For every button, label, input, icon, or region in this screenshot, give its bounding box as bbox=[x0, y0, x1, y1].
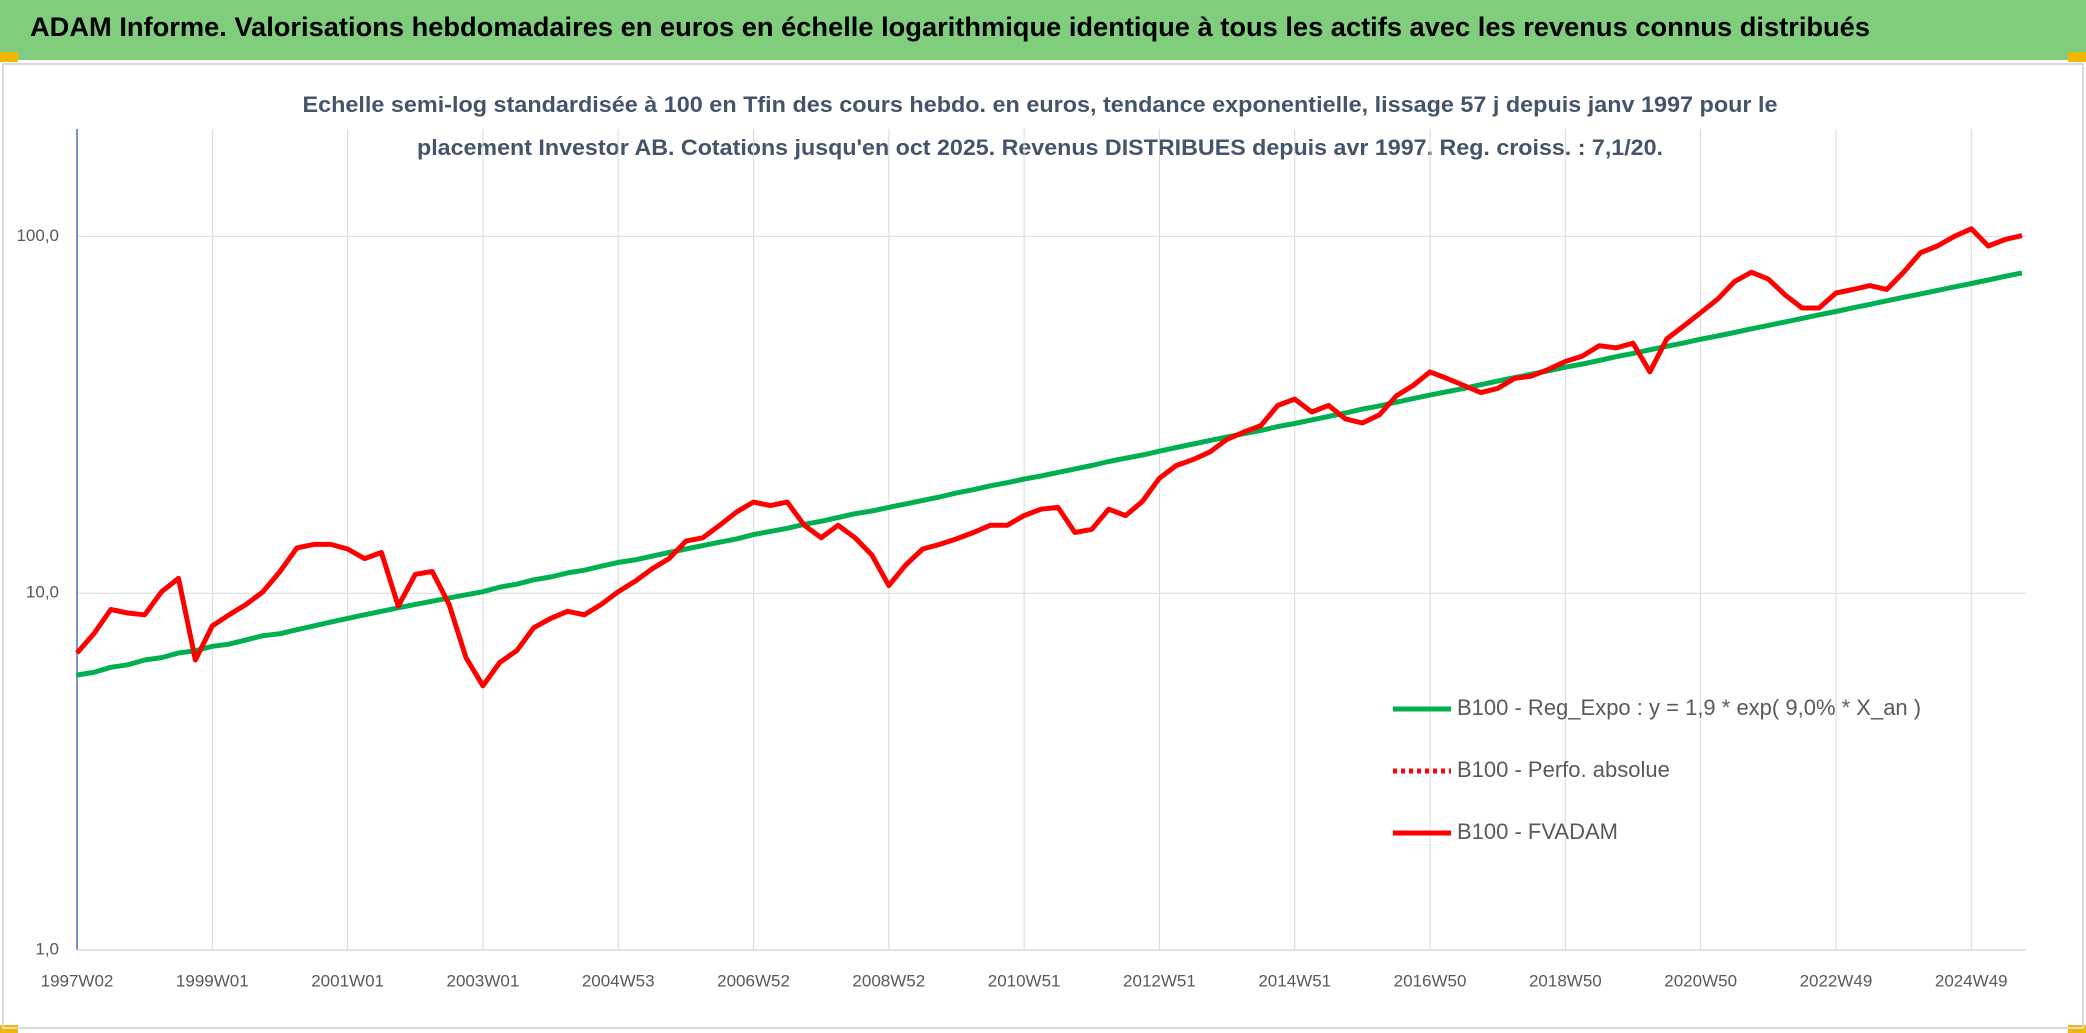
data-line bbox=[76, 270, 2023, 678]
x-tick-label: 2018W50 bbox=[1529, 971, 1602, 990]
chart-title: ADAM Informe. Valorisations hebdomadaire… bbox=[30, 12, 1870, 42]
x-tick-label: 2003W01 bbox=[447, 971, 520, 990]
x-tick-label: 2012W51 bbox=[1123, 971, 1196, 990]
corner-mark bbox=[2068, 52, 2086, 62]
data-line bbox=[75, 226, 2023, 689]
x-tick-label: 2014W51 bbox=[1258, 971, 1331, 990]
x-tick-label: 2024W49 bbox=[1935, 971, 2008, 990]
legend-label: B100 - Reg_Expo : y = 1,9 * exp( 9,0% * … bbox=[1457, 695, 1921, 720]
x-tick-label: 2008W52 bbox=[852, 971, 925, 990]
chart-frame bbox=[2, 63, 2084, 1029]
y-tick-label: 100,0 bbox=[16, 226, 59, 245]
legend-label: B100 - Perfo. absolue bbox=[1457, 757, 1670, 782]
x-tick-label: 2022W49 bbox=[1800, 971, 1873, 990]
y-tick-label: 10,0 bbox=[26, 583, 59, 602]
x-tick-label: 2001W01 bbox=[311, 971, 384, 990]
header-bar bbox=[0, 0, 2086, 60]
y-tick-label: 1,0 bbox=[35, 939, 59, 958]
x-tick-label: 2010W51 bbox=[988, 971, 1061, 990]
x-tick-label: 2020W50 bbox=[1664, 971, 1737, 990]
x-tick-label: 2016W50 bbox=[1394, 971, 1467, 990]
x-tick-label: 2004W53 bbox=[582, 971, 655, 990]
x-tick-label: 1999W01 bbox=[176, 971, 249, 990]
corner-mark bbox=[0, 52, 18, 62]
chart-subtitle: Echelle semi-log standardisée à 100 en T… bbox=[303, 92, 1778, 117]
legend-label: B100 - FVADAM bbox=[1457, 819, 1618, 844]
chart-subtitle: placement Investor AB. Cotations jusqu'e… bbox=[417, 135, 1663, 160]
x-tick-label: 1997W02 bbox=[41, 971, 114, 990]
x-tick-label: 2006W52 bbox=[717, 971, 790, 990]
